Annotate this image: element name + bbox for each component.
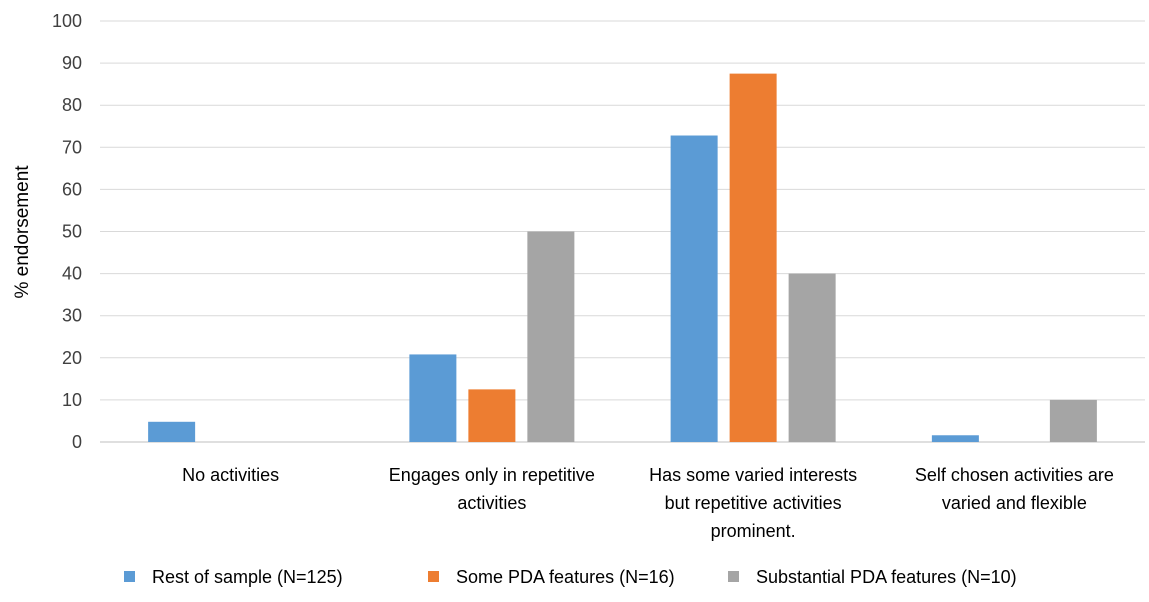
legend-swatch bbox=[428, 571, 439, 582]
bar bbox=[527, 231, 575, 442]
bar bbox=[931, 435, 979, 442]
y-tick-label: 40 bbox=[62, 264, 82, 284]
bar bbox=[670, 135, 718, 442]
legend-label: Some PDA features (N=16) bbox=[456, 567, 675, 587]
legend-swatch bbox=[728, 571, 739, 582]
y-tick-label: 70 bbox=[62, 137, 82, 157]
bar bbox=[468, 389, 516, 442]
category-label-line: No activities bbox=[182, 465, 279, 485]
category-label: Self chosen activities are varied and fle… bbox=[915, 465, 1114, 513]
y-tick-label: 60 bbox=[62, 179, 82, 199]
bar bbox=[788, 273, 836, 442]
category-label-line: varied and flexible bbox=[942, 493, 1087, 513]
category-labels: No activities Engages only in repetitive a… bbox=[182, 465, 1114, 541]
gridlines bbox=[100, 20, 1145, 443]
bar bbox=[1049, 399, 1097, 442]
legend-swatch bbox=[124, 571, 135, 582]
y-tick-label: 90 bbox=[62, 53, 82, 73]
y-axis-title: % endorsement bbox=[12, 165, 33, 299]
bars bbox=[148, 73, 1097, 442]
y-tick-label: 50 bbox=[62, 222, 82, 242]
y-tick-label: 0 bbox=[72, 432, 82, 452]
category-label-line: Self chosen activities are bbox=[915, 465, 1114, 485]
bar bbox=[148, 421, 196, 442]
y-tick-label: 100 bbox=[52, 11, 82, 31]
category-label: Engages only in repetitive activities bbox=[389, 465, 595, 513]
category-label-line: prominent. bbox=[711, 521, 796, 541]
category-label-line: Engages only in repetitive bbox=[389, 465, 595, 485]
y-tick-label: 10 bbox=[62, 390, 82, 410]
y-tick-label: 80 bbox=[62, 95, 82, 115]
legend-label: Substantial PDA features (N=10) bbox=[756, 567, 1017, 587]
category-label-line: activities bbox=[457, 493, 526, 513]
y-tick-label: 30 bbox=[62, 306, 82, 326]
category-label-line: but repetitive activities bbox=[665, 493, 842, 513]
legend-label: Rest of sample (N=125) bbox=[152, 567, 343, 587]
bar bbox=[729, 73, 777, 442]
category-label: No activities bbox=[182, 465, 279, 485]
y-tick-label: 20 bbox=[62, 348, 82, 368]
y-tick-labels: 0 10 20 30 40 50 60 70 80 90 100 bbox=[52, 11, 82, 452]
category-label: Has some varied interests but repetitive … bbox=[649, 465, 857, 541]
category-label-line: Has some varied interests bbox=[649, 465, 857, 485]
legend: Rest of sample (N=125) Some PDA features … bbox=[124, 567, 1017, 587]
bar bbox=[409, 354, 457, 442]
